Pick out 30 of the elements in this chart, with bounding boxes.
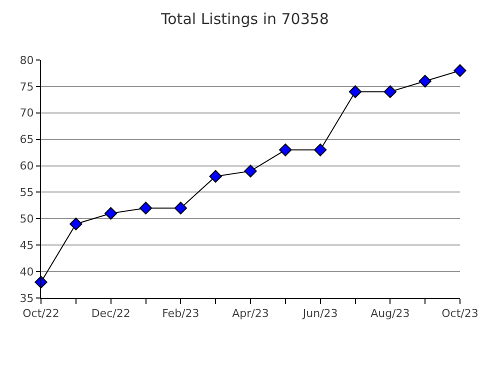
point (209, 170, 222, 183)
y-tick-label: 50 (20, 212, 34, 226)
point (418, 74, 432, 88)
x-tick-label: Oct/22 (22, 307, 60, 320)
x-tick-label: Oct/23 (442, 307, 478, 320)
y-tick-label: 40 (20, 265, 34, 278)
y-tick-label: 65 (20, 133, 34, 146)
point (454, 64, 466, 77)
y-tick-label: 35 (20, 292, 34, 305)
point (70, 218, 82, 230)
point (174, 202, 188, 214)
point (244, 164, 257, 178)
y-tick-label: 70 (20, 106, 34, 120)
point (348, 85, 362, 98)
point (314, 144, 327, 156)
x-tick-label: Feb/23 (162, 307, 200, 320)
point (279, 144, 292, 156)
x-tick-label: Apr/23 (232, 307, 269, 320)
y-tick-label: 75 (20, 80, 34, 94)
point (139, 202, 152, 214)
point (104, 207, 118, 220)
x-tick-label: Dec/22 (91, 307, 130, 320)
x-tick-label: Aug/23 (370, 307, 410, 320)
y-tick-label: 80 (20, 54, 34, 67)
chart-title: Total Listings in 70358 (160, 10, 329, 28)
y-tick-label: 45 (20, 238, 34, 252)
point (384, 85, 397, 98)
y-tick-label: 60 (20, 160, 34, 173)
x-tick-label: Jun/23 (302, 307, 338, 320)
y-tick-label: 55 (20, 186, 34, 200)
